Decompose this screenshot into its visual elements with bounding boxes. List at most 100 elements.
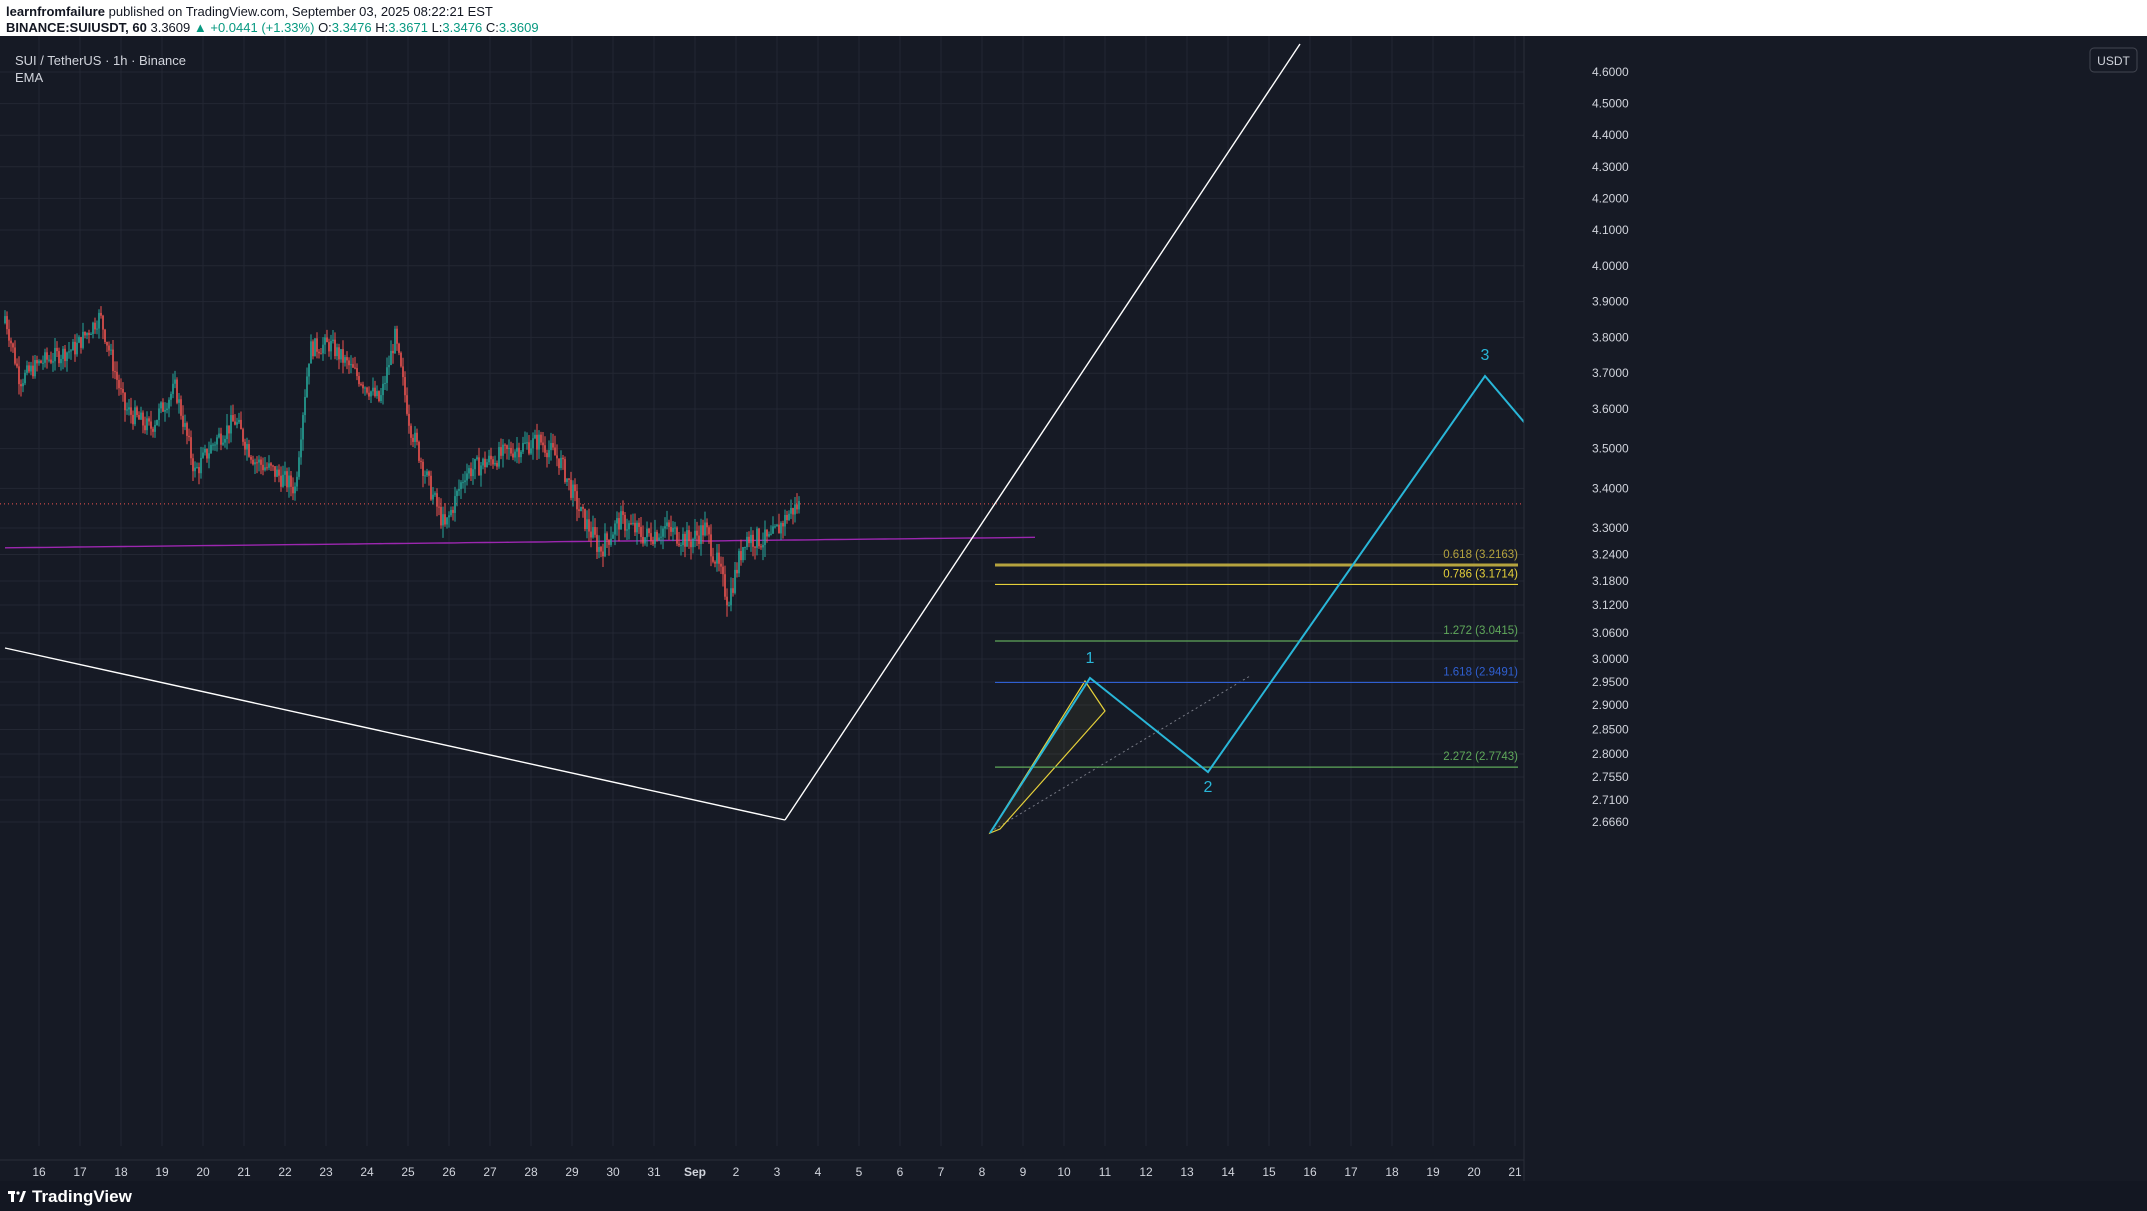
candle-body [776,524,778,527]
descending-trendline[interactable] [4,647,786,821]
candle-body [686,530,688,547]
candle-body [690,541,692,548]
x-tick-label: 23 [319,1165,333,1179]
candle-body [468,468,470,474]
candle-body [172,383,174,394]
candle-body [526,442,528,444]
y-tick-label: 2.9000 [1592,698,1629,712]
candle-body [184,423,186,427]
axes: 16 17 18 19 20 21 22 23 24 25 26 27 28 29 30 31 Sep 2 3 4 5 6… [0,36,2147,1181]
candle-body [290,475,292,487]
candle-body [84,331,86,336]
y-tick-label: 3.0600 [1592,626,1629,640]
candle-body [462,482,464,484]
candle-body [618,518,620,530]
tradingview-logo[interactable]: TradingView [8,1187,132,1207]
x-tick-label: 26 [442,1165,456,1179]
candle-body [490,455,492,460]
candle-body [232,415,234,422]
candle-body [426,471,428,476]
candle-body [78,337,80,343]
candle-body [798,501,800,510]
candle-body [54,347,56,362]
candle-body [116,371,118,380]
candle-body [406,395,408,414]
candle-body [334,339,336,357]
candle-body [328,342,330,352]
candle-body [180,399,182,416]
candle-body [500,447,502,456]
currency-button[interactable]: USDT [2089,47,2138,73]
legend-symbol[interactable]: SUI / TetherUS · 1h · Binance [15,53,186,68]
candle-body [642,536,644,544]
candle-body [708,527,710,535]
candle-body [564,459,566,482]
candle-body [548,450,550,458]
candle-body [28,365,30,372]
price-chart[interactable]: 0.618 (3.2163) 0.786 (3.1714) 1.272 (3.041… [0,36,2147,1181]
candle-body [620,511,622,530]
candle-body [740,551,742,561]
candle-body [418,441,420,461]
x-tick-label: 16 [1303,1165,1317,1179]
dotted-trendline[interactable] [989,675,1251,833]
candle-body [626,529,628,531]
x-tick-label: 17 [73,1165,87,1179]
y-tick-label: 3.6000 [1592,402,1629,416]
candle-body [292,486,294,494]
rising-wedge[interactable] [988,679,1106,835]
x-tick-label: 21 [1508,1165,1522,1179]
candle-body [312,341,314,357]
candle-body [348,360,350,366]
legend-ema[interactable]: EMA [15,70,44,85]
price-change: ▲ +0.0441 (+1.33%) [193,20,315,35]
candle-body [272,465,274,467]
candle-body [570,479,572,498]
rising-trendline[interactable] [784,43,1301,821]
y-tick-label: 4.6000 [1592,65,1629,79]
candle-body [234,421,236,425]
candle-body [476,457,478,460]
candle-body [640,526,642,537]
candle-body [242,429,244,442]
candle-body [138,415,140,420]
candle-body [744,547,746,549]
candle-body [706,522,708,528]
x-tick-label: 30 [606,1165,620,1179]
candle-body [140,412,142,420]
candle-body [392,350,394,354]
fib-level-label: 2.272 (2.7743) [1443,751,1518,763]
candle-body [330,341,332,352]
candle-body [338,347,340,360]
candle-body [56,347,58,352]
candle-body [664,526,666,529]
candle-body [260,459,262,465]
candle-body [150,421,152,429]
wave-label: 2 [1204,779,1213,796]
candle-body [484,458,486,468]
candle-body [274,466,276,477]
candle-body [270,463,272,466]
candle-body [336,347,338,357]
candle-body [434,493,436,495]
candle-body [70,350,72,352]
candle-body [378,391,380,401]
candle-body [266,467,268,469]
candle-body [656,531,658,541]
author-name[interactable]: learnfromfailure [6,4,105,19]
candle-body [8,329,10,341]
candle-body [160,402,162,409]
candle-body [562,457,564,460]
candle-body [604,533,606,557]
candle-body [514,451,516,458]
candle-body [742,547,744,561]
candle-body [492,459,494,465]
candle-body [120,388,122,390]
candle-body [286,471,288,488]
candle-body [128,407,130,410]
candle-body [560,457,562,469]
candle-body [192,458,194,472]
y-tick-label: 4.0000 [1592,259,1629,273]
candle-body [694,530,696,539]
candle-body [400,352,402,367]
